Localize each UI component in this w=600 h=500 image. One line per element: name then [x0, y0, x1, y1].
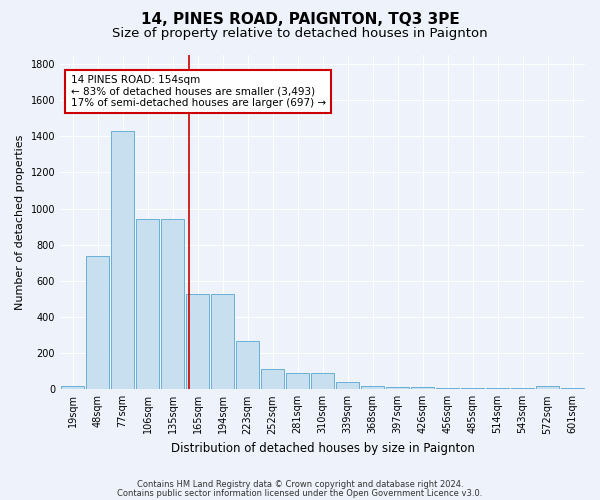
Bar: [61, 386, 85, 390]
Bar: [485, 388, 509, 390]
Bar: [86, 256, 109, 390]
Bar: [311, 373, 334, 390]
Text: Size of property relative to detached houses in Paignton: Size of property relative to detached ho…: [112, 28, 488, 40]
Text: 14, PINES ROAD, PAIGNTON, TQ3 3PE: 14, PINES ROAD, PAIGNTON, TQ3 3PE: [140, 12, 460, 28]
Bar: [335, 382, 359, 390]
Bar: [386, 386, 409, 390]
Bar: [536, 386, 559, 390]
Bar: [260, 370, 284, 390]
Bar: [286, 373, 310, 390]
Bar: [361, 386, 385, 390]
Text: Contains public sector information licensed under the Open Government Licence v3: Contains public sector information licen…: [118, 488, 482, 498]
Text: Contains HM Land Registry data © Crown copyright and database right 2024.: Contains HM Land Registry data © Crown c…: [137, 480, 463, 489]
Bar: [461, 388, 484, 390]
Bar: [110, 131, 134, 390]
Bar: [410, 388, 434, 390]
Bar: [236, 340, 259, 390]
Bar: [161, 220, 184, 390]
X-axis label: Distribution of detached houses by size in Paignton: Distribution of detached houses by size …: [170, 442, 475, 455]
Bar: [560, 388, 584, 390]
Bar: [136, 220, 160, 390]
Bar: [185, 294, 209, 390]
Text: 14 PINES ROAD: 154sqm
← 83% of detached houses are smaller (3,493)
17% of semi-d: 14 PINES ROAD: 154sqm ← 83% of detached …: [71, 75, 326, 108]
Bar: [436, 388, 460, 390]
Y-axis label: Number of detached properties: Number of detached properties: [15, 134, 25, 310]
Bar: [211, 294, 235, 390]
Bar: [511, 388, 535, 390]
